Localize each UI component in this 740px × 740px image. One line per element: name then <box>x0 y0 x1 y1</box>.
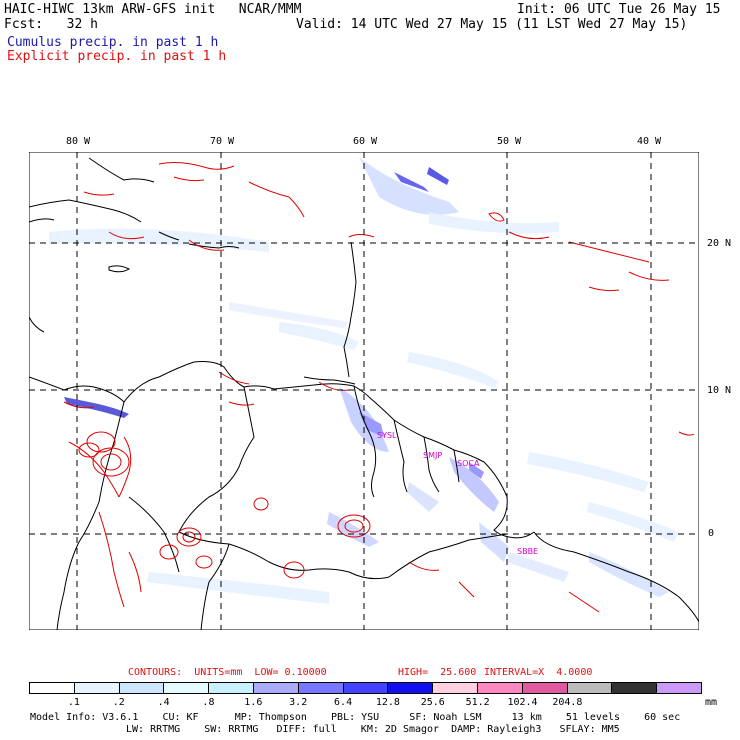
colorbar-label: .2 <box>112 697 125 708</box>
colorbar-segment <box>164 683 210 693</box>
explicit-precip-contours <box>63 162 695 613</box>
colorbar-segment <box>567 683 613 693</box>
legend-explicit: Explicit precip. in past 1 h <box>7 49 227 64</box>
lon-label-70w: 70 W <box>210 136 235 147</box>
lat-label-20n: 20 N <box>707 238 732 249</box>
colorbar-label: 3.2 <box>289 697 308 708</box>
station-label-soca: SOCA <box>457 459 480 468</box>
colorbar-segment <box>119 683 165 693</box>
colorbar-segment <box>477 683 523 693</box>
colorbar-segment <box>30 683 75 693</box>
colorbar-label: 204.8 <box>552 697 583 708</box>
colorbar-segment <box>74 683 120 693</box>
colorbar-segment <box>657 683 701 693</box>
colorbar-segment <box>209 683 254 693</box>
colorbar-label: 102.4 <box>507 697 538 708</box>
contour-high: HIGH= 25.600 <box>398 667 477 678</box>
colorbar-segment <box>522 683 568 693</box>
lat-label-equator: 0 <box>708 528 715 539</box>
model-info-line1: Model Info: V3.6.1 CU: KF MP: Thompson P… <box>30 712 681 723</box>
contour-interval: INTERVAL=X 4.0000 <box>484 667 593 678</box>
colorbar-segment <box>253 683 299 693</box>
legend-cumulus: Cumulus precip. in past 1 h <box>7 35 219 50</box>
lon-label-50w: 50 W <box>497 136 522 147</box>
colorbar-label: .4 <box>157 697 170 708</box>
colorbar-label: 12.8 <box>375 697 400 708</box>
colorbar-segment <box>388 683 434 693</box>
header-init: Init: 06 UTC Tue 26 May 15 <box>517 2 721 17</box>
station-label-smjp: SMJP <box>423 451 442 460</box>
station-label-sbbe: SBBE <box>517 547 538 556</box>
graticule <box>29 152 699 630</box>
header-fcst: Fcst: 32 h <box>4 17 98 32</box>
colorbar-segment <box>612 683 658 693</box>
colorbar-label: .1 <box>67 697 80 708</box>
colorbar-segment <box>298 683 344 693</box>
colorbar-label: 25.6 <box>420 697 445 708</box>
colorbar-unit: mm <box>705 697 718 708</box>
colorbar-label: 6.4 <box>334 697 353 708</box>
header-valid: Valid: 14 UTC Wed 27 May 15 (11 LST Wed … <box>296 17 688 32</box>
colorbar-label: 1.6 <box>244 697 263 708</box>
header-title: HAIC-HIWC 13km ARW-GFS init NCAR/MMM <box>4 2 302 17</box>
colorbar-segment <box>433 683 478 693</box>
colorbar-segment <box>343 683 389 693</box>
contour-info: CONTOURS: UNITS=mm LOW= 0.10000 <box>128 667 327 678</box>
station-label-sysl: SYSL <box>377 431 397 440</box>
light-precip-shading <box>49 212 679 604</box>
lat-label-10n: 10 N <box>707 385 732 396</box>
lon-label-40w: 40 W <box>637 136 662 147</box>
precip-map: SYSL SMJP SOCA SBBE <box>29 152 699 630</box>
colorbar <box>29 682 702 694</box>
colorbar-label: .8 <box>202 697 215 708</box>
lon-label-60w: 60 W <box>353 136 378 147</box>
colorbar-label: 51.2 <box>465 697 490 708</box>
lon-label-80w: 80 W <box>66 136 91 147</box>
model-info-line2: LW: RRTMG SW: RRTMG DIFF: full KM: 2D Sm… <box>126 724 620 735</box>
